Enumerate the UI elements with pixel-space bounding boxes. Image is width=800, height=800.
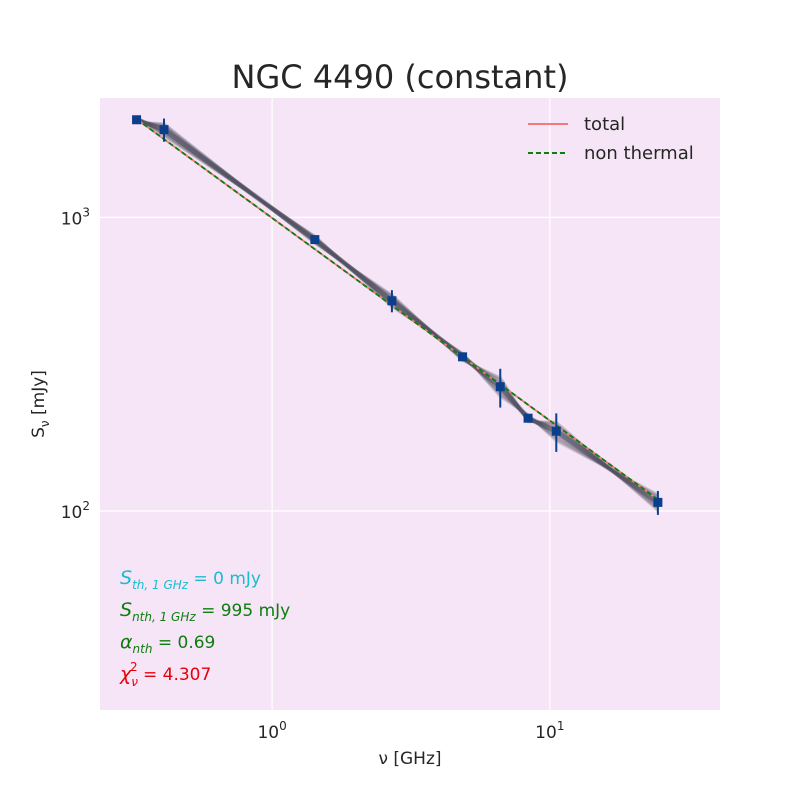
data-point: [653, 490, 663, 515]
data-marker: [132, 115, 142, 125]
grid: [100, 98, 720, 710]
axis-labels: ν [GHz] Sν [mJy]: [29, 370, 442, 769]
data-marker: [653, 497, 663, 507]
annotation-text: αnth = 0.69: [120, 631, 215, 656]
data-marker: [551, 426, 561, 436]
annotation-text: Snth, 1 GHz = 995 mJy: [120, 599, 290, 624]
chart-title: NGC 4490 (constant): [231, 58, 569, 96]
annotation-text: χν2 = 4.307: [119, 660, 211, 689]
non-thermal-model-line: [136, 118, 659, 501]
data-point: [523, 413, 533, 423]
data-points: [132, 115, 663, 515]
model-lines: [136, 118, 659, 501]
data-point: [551, 413, 561, 452]
data-marker: [387, 296, 397, 306]
y-tick-label: 103: [61, 205, 90, 229]
legend: total non thermal: [528, 114, 694, 164]
data-marker: [310, 235, 320, 245]
y-tick-label: 102: [61, 499, 90, 523]
data-marker: [495, 382, 505, 392]
data-point: [495, 368, 505, 408]
plot-area: [100, 98, 720, 710]
annotation-text: Sth, 1 GHz = 0 mJy: [120, 567, 261, 592]
x-tick-label: 100: [257, 719, 286, 743]
y-axis-label: Sν [mJy]: [29, 370, 52, 438]
tick-labels: 100 101 102 103: [61, 205, 565, 743]
x-tick-label: 101: [535, 719, 564, 743]
annotations: Sth, 1 GHz = 0 mJy Snth, 1 GHz = 995 mJy α…: [119, 567, 290, 689]
legend-label: non thermal: [584, 143, 694, 164]
data-point: [458, 352, 468, 362]
data-point: [310, 235, 320, 245]
data-point: [132, 115, 142, 125]
data-marker: [458, 352, 468, 362]
data-marker: [159, 125, 169, 135]
data-point: [159, 118, 169, 142]
data-point: [387, 290, 397, 313]
legend-label: total: [584, 114, 625, 135]
x-axis-label: ν [GHz]: [378, 749, 441, 769]
data-marker: [523, 413, 533, 423]
